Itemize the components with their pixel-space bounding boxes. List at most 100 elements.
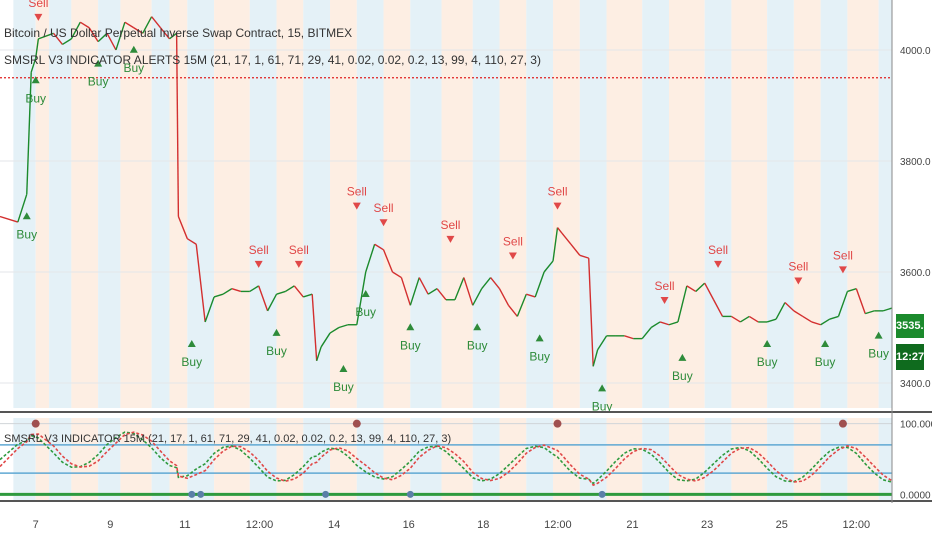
indicator-title: SMSRL V3 INDICATOR ALERTS 15M (21, 17, 1… [4, 53, 541, 67]
price-segment [303, 293, 313, 298]
price-segment [409, 277, 420, 306]
price-segment [169, 32, 178, 40]
session-band [120, 0, 152, 408]
price-segment [436, 288, 447, 301]
price-segment [516, 293, 527, 317]
sell-label: Sell [374, 201, 394, 215]
sell-marker [34, 13, 43, 21]
last-price-tag: 3535.5 [896, 314, 930, 338]
session-band [71, 0, 99, 408]
buy-marker [406, 323, 415, 331]
y-tick-label: 3400.0 [900, 379, 931, 390]
sell-label: Sell [547, 185, 567, 199]
price-segment [490, 277, 501, 290]
price-segment [0, 215, 19, 223]
x-tick-label: 7 [33, 519, 39, 531]
session-band [847, 0, 879, 408]
symbol-title: Bitcoin / US Dollar Perpetual Inverse Sw… [4, 26, 353, 40]
session-band [704, 0, 732, 408]
price-segment [775, 302, 786, 320]
x-tick-label: 14 [328, 519, 340, 531]
price-segment [311, 294, 318, 361]
top-dot [838, 419, 847, 428]
session-band-sub [441, 418, 473, 500]
session-band [330, 0, 357, 408]
price-segment [106, 32, 117, 51]
buy-label: Buy [25, 91, 46, 105]
session-band-sub [35, 418, 50, 500]
price-segment [855, 288, 866, 314]
price-segment [26, 72, 32, 195]
sell-label: Sell [833, 248, 853, 262]
buy-label: Buy [266, 344, 287, 358]
price-segment [802, 315, 813, 323]
price-segment [579, 254, 589, 259]
buy-marker [763, 339, 772, 347]
countdown-tag: 12:27 [896, 344, 924, 370]
price-segment [526, 293, 536, 298]
buy-marker [361, 290, 370, 297]
x-tick-label: 12:00 [843, 519, 871, 531]
session-band-sub [383, 418, 411, 500]
price-segment [34, 38, 40, 59]
sell-marker [379, 219, 388, 227]
price-segment [552, 227, 559, 261]
price-segment [668, 321, 679, 326]
session-band-sub [526, 418, 554, 500]
buy-marker [129, 45, 138, 53]
price-segment [285, 285, 295, 293]
price-segment [374, 243, 384, 251]
price-segment [561, 232, 572, 245]
session-band [214, 0, 250, 408]
price-segment [338, 324, 349, 329]
session-band [49, 0, 72, 408]
price-segment [793, 310, 804, 318]
price-segment [739, 315, 750, 323]
price-segment [592, 349, 599, 367]
buy-label: Buy [467, 338, 488, 352]
sell-marker [553, 202, 562, 210]
session-band-sub [731, 418, 768, 500]
price-segment [195, 244, 206, 323]
session-band [98, 0, 121, 408]
session-band [878, 0, 892, 408]
price-segment [186, 238, 197, 245]
x-tick-label: 21 [626, 519, 638, 531]
price-segment [142, 16, 153, 34]
price-segment [160, 27, 171, 40]
buy-label: Buy [181, 355, 202, 369]
price-segment [472, 288, 483, 306]
session-band [642, 0, 669, 408]
session-band-sub [579, 418, 607, 500]
price-segment [52, 32, 63, 45]
x-tick-label: 18 [477, 519, 489, 531]
price-segment [454, 277, 465, 301]
buy-marker [22, 212, 31, 220]
price-segment [249, 285, 260, 293]
sell-label: Sell [440, 218, 460, 232]
session-band-sub [878, 418, 892, 500]
price-segment [204, 296, 215, 323]
sub-y-tick-label: 0.0000 [900, 490, 931, 501]
session-band-sub [847, 418, 879, 500]
price-segment [507, 304, 518, 317]
session-band-sub [249, 418, 277, 500]
x-tick-label: 23 [701, 519, 713, 531]
sell-marker [660, 296, 669, 304]
price-segment [231, 287, 242, 293]
price-segment [820, 318, 830, 326]
sell-marker [446, 235, 455, 243]
top-dot [553, 419, 562, 428]
session-band-sub [276, 418, 304, 500]
price-segment [62, 38, 72, 46]
price-segment [151, 16, 162, 29]
buy-label: Buy [529, 349, 550, 363]
session-band-sub [13, 418, 36, 500]
sell-marker [254, 260, 263, 268]
session-band-sub [214, 418, 250, 500]
session-band-sub [820, 418, 848, 500]
buy-label: Buy [355, 305, 376, 319]
price-segment [17, 194, 28, 223]
session-band-sub [767, 418, 794, 500]
